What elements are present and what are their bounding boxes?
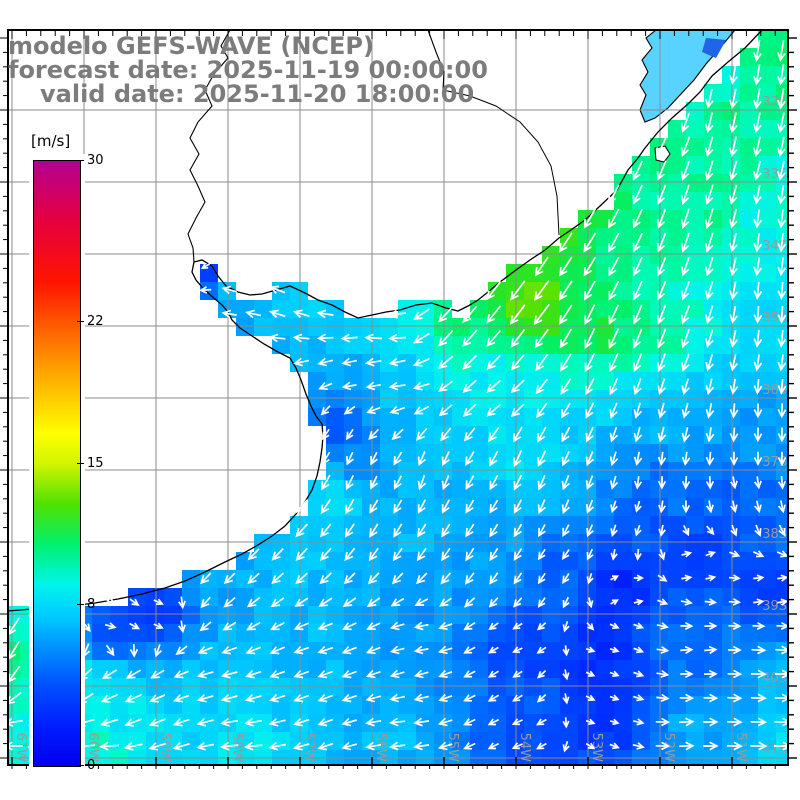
lat-label: 38S [762, 527, 787, 542]
wind-direction-arrows [8, 39, 788, 753]
wind-speed-cells [8, 30, 788, 765]
coastline [8, 30, 763, 612]
lat-label: 37S [762, 455, 787, 470]
lagoon-mirim [639, 30, 736, 123]
lon-label: 52W [661, 733, 676, 763]
lon-label: 61W [13, 733, 28, 763]
lon-label: 54W [517, 733, 532, 763]
lon-label: 60W [85, 733, 100, 763]
lat-label: 36S [762, 383, 787, 398]
lon-label: 58W [229, 733, 244, 763]
lon-label: 53W [589, 733, 604, 763]
lon-label: 59W [157, 733, 172, 763]
lon-label: 56W [373, 733, 388, 763]
map-frame [0, 29, 797, 769]
lon-label: 57W [301, 733, 316, 763]
lon-label: 55W [445, 733, 460, 763]
